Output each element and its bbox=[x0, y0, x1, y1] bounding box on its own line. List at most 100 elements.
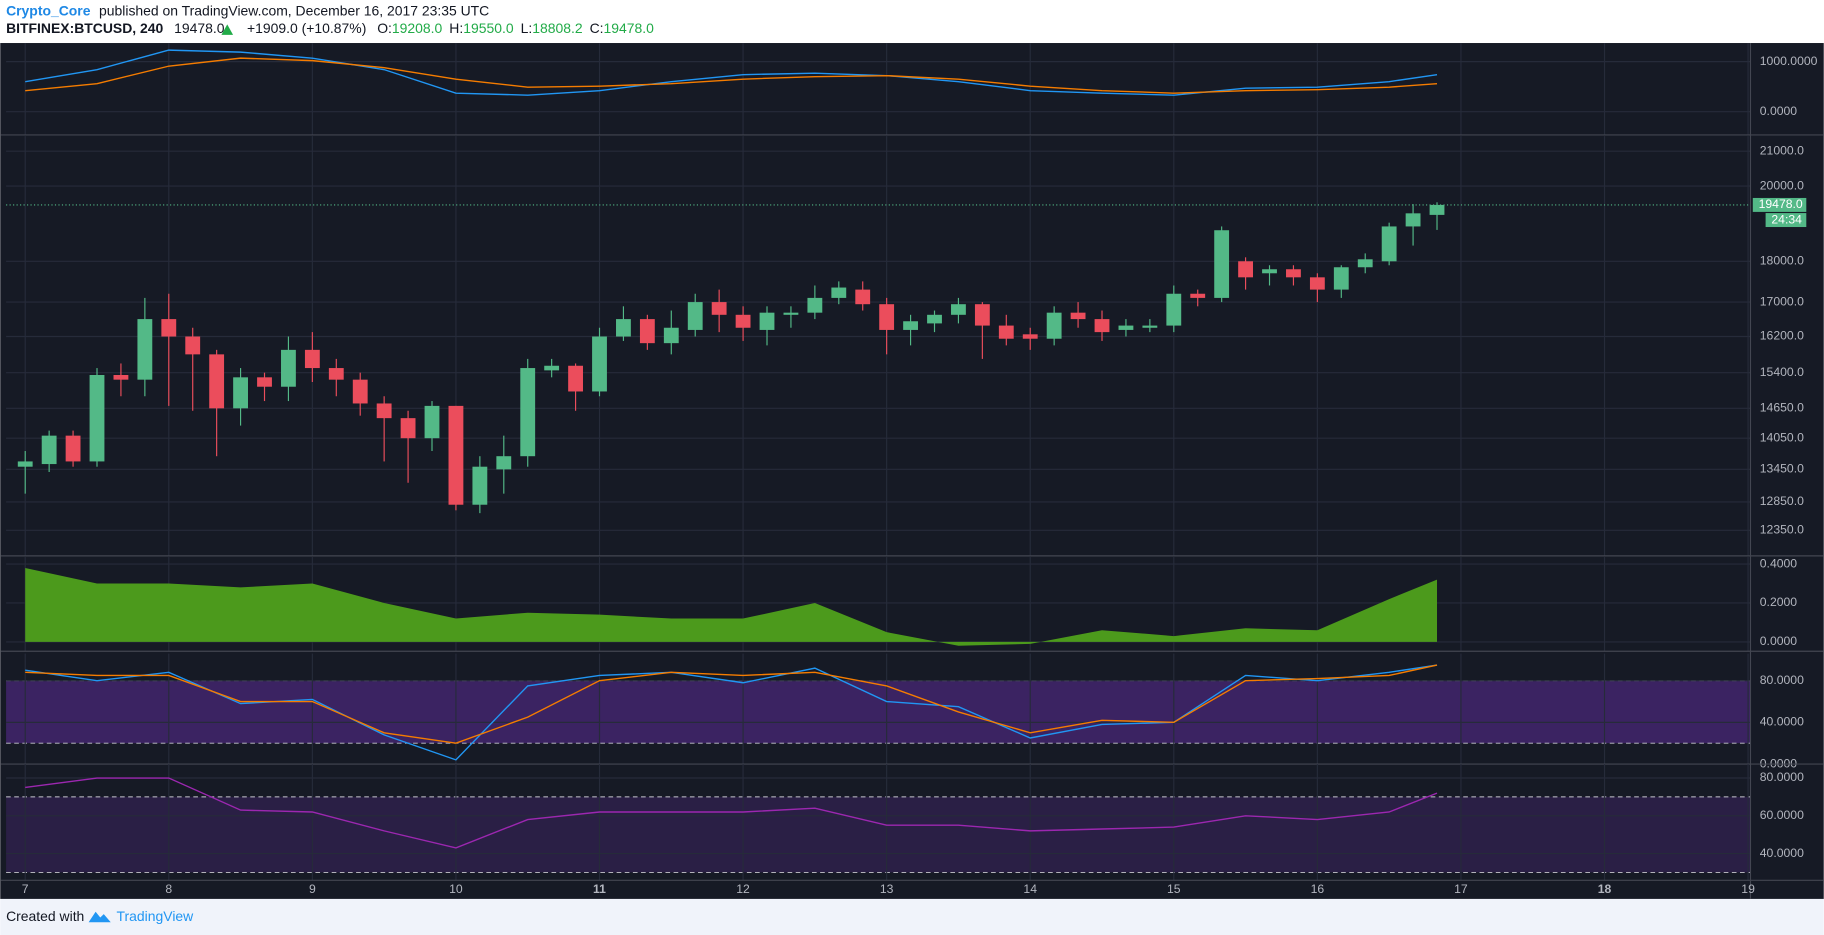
candle-body bbox=[1309, 277, 1325, 290]
candle-body bbox=[376, 403, 392, 419]
candle-body bbox=[1262, 269, 1277, 274]
x-tick-label: 15 bbox=[1167, 882, 1181, 896]
y-tick-label: 40.0000 bbox=[1760, 846, 1804, 860]
candle-body bbox=[1142, 325, 1158, 328]
y-tick-label: 12850.0 bbox=[1760, 494, 1804, 508]
candle-body bbox=[448, 405, 464, 505]
candle-body bbox=[520, 368, 536, 457]
published: published on TradingView.com, December 1… bbox=[99, 2, 489, 18]
candle-body bbox=[209, 354, 225, 409]
y-tick-label: 60.0000 bbox=[1760, 808, 1804, 822]
y-tick-label: 17000.0 bbox=[1760, 294, 1804, 308]
symbol: BITFINEX:BTCUSD, 240 bbox=[6, 20, 163, 36]
series-area bbox=[25, 567, 1438, 646]
x-tick-label: 9 bbox=[309, 882, 316, 896]
y-tick-label: 12350.0 bbox=[1760, 522, 1804, 536]
candle-body bbox=[1046, 312, 1062, 339]
candle-body bbox=[1357, 259, 1373, 268]
candle-body bbox=[257, 377, 272, 387]
ohlc-value: 19550.0 bbox=[463, 20, 514, 36]
header-bg bbox=[0, 0, 1824, 44]
candle-body bbox=[1429, 204, 1445, 215]
x-tick-label: 18 bbox=[1598, 882, 1612, 896]
y-tick-label: 0.0000 bbox=[1760, 104, 1798, 118]
y-tick-label: 0.2000 bbox=[1760, 595, 1798, 609]
brand[interactable]: TradingView bbox=[117, 908, 195, 924]
candle-body bbox=[1333, 267, 1349, 290]
ohlc-label: L: bbox=[521, 20, 533, 36]
candle-body bbox=[783, 312, 799, 315]
ohlc-value: 18808.2 bbox=[532, 20, 583, 36]
candle-body bbox=[1118, 325, 1134, 330]
ohlc-label: C: bbox=[590, 20, 604, 36]
candle-body bbox=[233, 377, 248, 409]
candle-body bbox=[304, 349, 320, 369]
candle-body bbox=[951, 304, 966, 315]
countdown: 24:34 bbox=[1771, 212, 1802, 226]
y-tick-label: 20000.0 bbox=[1760, 178, 1804, 192]
y-tick-label: 15400.0 bbox=[1760, 365, 1804, 379]
candle-body bbox=[1214, 230, 1230, 298]
candle-body bbox=[89, 374, 105, 462]
candle-body bbox=[1190, 293, 1206, 298]
candle-body bbox=[759, 312, 775, 330]
candle-body bbox=[352, 379, 368, 404]
candle-body bbox=[663, 327, 679, 344]
y-tick-label: 21000.0 bbox=[1760, 143, 1804, 157]
band bbox=[6, 796, 1751, 873]
series-line bbox=[25, 777, 1438, 849]
candle-body bbox=[639, 319, 655, 344]
candle-body bbox=[1286, 269, 1301, 278]
candle-body bbox=[41, 435, 57, 465]
x-tick-label: 8 bbox=[165, 882, 172, 896]
up-arrow bbox=[221, 24, 234, 35]
candle-body bbox=[328, 368, 344, 380]
candle-body bbox=[137, 319, 153, 380]
x-tick-label: 10 bbox=[449, 882, 463, 896]
y-tick-label: 14650.0 bbox=[1760, 401, 1804, 415]
x-tick-label: 17 bbox=[1454, 882, 1468, 896]
price: 19478.0 bbox=[174, 20, 225, 36]
candle-body bbox=[831, 287, 847, 298]
y-tick-label: 0.0000 bbox=[1760, 634, 1798, 648]
y-tick-label: 0.4000 bbox=[1760, 556, 1798, 570]
candle-body bbox=[281, 349, 296, 387]
y-tick-label: 80.0000 bbox=[1760, 770, 1804, 784]
candle-body bbox=[616, 319, 631, 337]
author[interactable]: Crypto_Core bbox=[6, 2, 91, 18]
x-tick-label: 19 bbox=[1741, 882, 1755, 896]
series-line bbox=[25, 49, 1438, 96]
y-tick-label: 13450.0 bbox=[1760, 462, 1804, 476]
candle-body bbox=[185, 336, 201, 355]
chart-bg bbox=[0, 43, 1824, 899]
x-tick-label: 16 bbox=[1311, 882, 1325, 896]
ohlc-label: H: bbox=[449, 20, 463, 36]
change: +1909.0 (+10.87%) bbox=[247, 20, 366, 36]
y-tick-label: 16200.0 bbox=[1760, 329, 1804, 343]
candle-body bbox=[998, 325, 1014, 339]
band bbox=[6, 680, 1751, 744]
created-with: Created with bbox=[6, 908, 84, 924]
series-line bbox=[25, 664, 1438, 744]
candle-body bbox=[1238, 261, 1253, 278]
candle-body bbox=[496, 456, 512, 470]
x-tick-label: 14 bbox=[1023, 882, 1037, 896]
candle-body bbox=[1022, 334, 1038, 339]
candle-body bbox=[903, 321, 918, 330]
symbol-line: BITFINEX:BTCUSD, 240 19478.0 +1909.0 (+1… bbox=[6, 20, 654, 36]
last-price-box bbox=[1752, 197, 1807, 212]
ohlc-value: 19478.0 bbox=[604, 20, 655, 36]
publish-line: Crypto_Core published on TradingView.com… bbox=[6, 2, 489, 18]
candle-body bbox=[687, 302, 703, 330]
candle-body bbox=[1094, 319, 1110, 333]
y-tick-label: 80.0000 bbox=[1760, 673, 1804, 687]
candle-body bbox=[927, 314, 942, 324]
candle-body bbox=[113, 374, 129, 380]
countdown-box bbox=[1765, 213, 1807, 228]
candle-body bbox=[974, 304, 990, 326]
ohlc-value: 19208.0 bbox=[392, 20, 443, 36]
candle-body bbox=[400, 418, 416, 439]
candle-body bbox=[855, 289, 871, 305]
logo bbox=[88, 911, 111, 923]
